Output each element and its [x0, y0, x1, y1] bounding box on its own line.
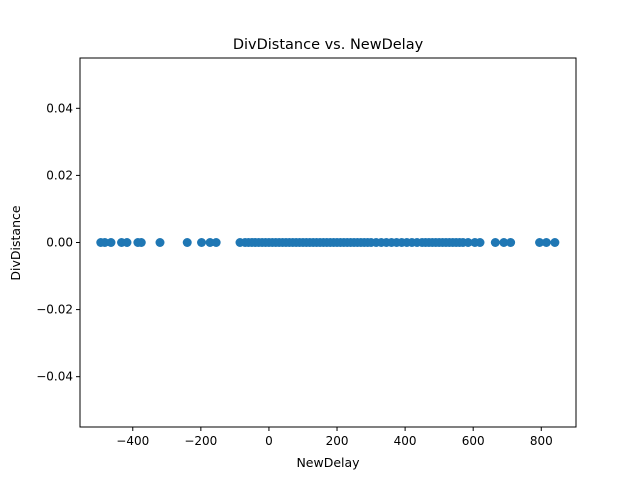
y-tick-label: 0.02: [46, 168, 73, 182]
y-axis-ticks: −0.04 −0.02 0.00 0.02 0.04: [36, 101, 80, 384]
data-point: [463, 238, 473, 247]
plot-spines: [79, 57, 577, 428]
y-tick-label: −0.04: [36, 370, 73, 384]
data-point: [499, 238, 509, 247]
x-tick-label: −400: [116, 434, 149, 448]
data-point: [197, 238, 207, 247]
x-tick-label: 800: [530, 434, 553, 448]
x-tick-label: 200: [326, 434, 349, 448]
data-point: [182, 238, 192, 247]
data-point: [541, 238, 551, 247]
x-tick-label: 0: [265, 434, 273, 448]
data-point: [490, 238, 500, 247]
x-axis-ticks: −400 −200 0 200 400 600 800: [116, 427, 553, 448]
x-tick-label: 600: [462, 434, 485, 448]
data-point: [535, 238, 545, 247]
y-tick-label: 0.00: [46, 236, 73, 250]
x-tick-label: −200: [184, 434, 217, 448]
data-point: [136, 238, 146, 247]
data-point: [550, 238, 560, 247]
x-axis-label: NewDelay: [296, 455, 360, 470]
y-tick-label: 0.04: [46, 101, 73, 115]
data-point: [211, 238, 221, 247]
y-tick-label: −0.02: [36, 303, 73, 317]
data-point: [155, 238, 165, 247]
data-points: [96, 238, 560, 247]
data-point: [475, 238, 485, 247]
chart-title: DivDistance vs. NewDelay: [233, 37, 424, 53]
x-tick-label: 400: [394, 434, 417, 448]
data-point: [122, 238, 132, 247]
data-point: [506, 238, 516, 247]
data-point: [106, 238, 116, 247]
y-axis-label: DivDistance: [8, 205, 23, 280]
